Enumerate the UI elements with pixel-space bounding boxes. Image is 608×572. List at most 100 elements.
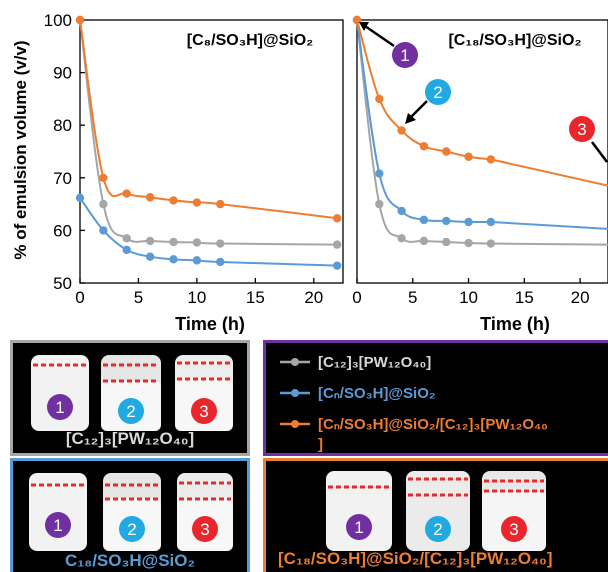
- marker-3-icon: [569, 116, 595, 142]
- y-tick-label: 100: [44, 11, 72, 30]
- series-line: [79, 19, 338, 246]
- panel-caption: [C₁₂]₃[PW₁₂O₄₀]: [65, 429, 195, 448]
- marker-1-icon: [392, 42, 418, 68]
- x-axis-label: Time (h): [480, 314, 550, 334]
- x-tick-label: 0: [75, 288, 84, 307]
- x-tick-label: 15: [515, 288, 534, 307]
- arrow-1-icon: [364, 24, 395, 48]
- x-tick-label: 5: [408, 288, 417, 307]
- data-point: [464, 238, 473, 248]
- jar-number-1-icon: [45, 512, 71, 538]
- data-point: [442, 147, 451, 156]
- legend-line-icon: [280, 389, 310, 397]
- jar-number-2-icon: [118, 398, 144, 424]
- legend-label: [Cₙ/SO₃H]@SiO₂/[C₁₂]₃[PW₁₂O₄₀: [318, 416, 548, 433]
- data-point: [375, 169, 384, 178]
- x-tick-label: 10: [459, 288, 478, 307]
- jar-number-label: 2: [433, 520, 442, 539]
- jar-number-3-icon: [501, 516, 527, 542]
- y-tick-label: 80: [53, 116, 72, 135]
- marker-2-label: 2: [433, 83, 442, 102]
- jar-number-label: 3: [199, 402, 208, 421]
- marker-3-label: 3: [577, 120, 586, 139]
- y-tick-label: 70: [53, 169, 72, 188]
- arrowhead-2-icon: [405, 113, 416, 124]
- photo-panel-c18-composite: 1 2 3 [C₁₈/SO₃H]@SiO₂/[C₁₂]₃[PW₁₂O₄₀]: [263, 458, 608, 572]
- data-point: [419, 215, 429, 225]
- legend-label-tail: ]: [318, 435, 323, 453]
- jar-number-1-icon: [346, 514, 372, 540]
- data-point: [145, 236, 155, 246]
- data-point: [332, 214, 342, 223]
- data-point: [192, 256, 202, 265]
- data-point: [216, 239, 225, 248]
- data-point: [332, 261, 342, 270]
- series-line: [356, 19, 491, 245]
- data-point: [397, 234, 406, 243]
- series-line-extension: [490, 242, 608, 246]
- data-point: [397, 206, 406, 216]
- legend-line-icon: [280, 420, 310, 428]
- jar-number-label: 1: [55, 398, 64, 417]
- jar: [31, 355, 89, 431]
- x-tick-label: 0: [352, 288, 361, 307]
- panel-caption: C₁₈/SO₃H@SiO₂: [64, 551, 196, 570]
- jar-number-2-icon: [119, 516, 145, 542]
- jar: [326, 471, 392, 551]
- chart-left: % of emulsion volume (v/v) [C₈/SO₃H]@SiO…: [11, 11, 344, 334]
- series-line: [79, 197, 338, 267]
- y-tick-label: 60: [53, 221, 72, 240]
- series-line: [79, 19, 338, 220]
- data-point: [192, 238, 202, 247]
- jar-number-label: 1: [354, 518, 363, 537]
- data-point: [122, 245, 131, 255]
- legend-wrap: ]: [318, 433, 323, 453]
- series-line-extension: [490, 220, 608, 230]
- jar-number-3-icon: [192, 516, 218, 542]
- y-tick-label: 50: [53, 274, 72, 293]
- data-point: [216, 257, 225, 267]
- arrowhead-1-icon: [359, 22, 369, 31]
- chart-right: [C₁₈/SO₃H]@SiO₂ Time (h) 0 5 10 15 20 1 2 3: [352, 15, 608, 334]
- jar-photos: 1 2 3: [31, 355, 233, 431]
- data-point: [375, 94, 384, 104]
- jar-number-label: 2: [127, 520, 136, 539]
- legend-line-icon: [280, 358, 310, 366]
- jar-number-label: 3: [509, 520, 518, 539]
- y-axis-label: % of emulsion volume (v/v): [11, 40, 30, 259]
- data-point: [145, 193, 155, 202]
- x-tick-label: 20: [571, 288, 590, 307]
- x-axis-label: Time (h): [175, 314, 245, 334]
- legend-panel: [C₁₂]₃[PW₁₂O₄₀] [Cₙ/SO₃H]@SiO₂ [Cₙ/SO₃H]…: [263, 340, 608, 456]
- arrow-2-icon: [410, 100, 428, 118]
- data-point: [99, 226, 108, 235]
- data-point: [99, 199, 108, 209]
- data-point: [192, 198, 202, 207]
- arrow-3-icon: [591, 141, 608, 163]
- legend-label: [C₁₂]₃[PW₁₂O₄₀]: [318, 353, 432, 371]
- x-tick-label: 10: [187, 288, 206, 307]
- jar-photos: 1 2 3: [29, 473, 233, 551]
- jar-number-label: 3: [200, 520, 209, 539]
- legend-item: [Cₙ/SO₃H]@SiO₂: [280, 382, 436, 404]
- plot-frame: [356, 19, 608, 284]
- data-point: [122, 189, 131, 198]
- data-point: [397, 126, 406, 135]
- plot-frame: [79, 19, 344, 284]
- data-point: [486, 239, 496, 248]
- y-tick-label: 90: [53, 64, 72, 83]
- photo-panel-c18-so3h-sio2: 1 2 3 C₁₈/SO₃H@SiO₂: [10, 458, 250, 572]
- data-point: [169, 196, 178, 205]
- legend-label: [Cₙ/SO₃H]@SiO₂: [318, 385, 436, 402]
- data-point: [99, 173, 108, 182]
- data-point: [442, 237, 451, 247]
- data-point: [216, 199, 225, 209]
- chart-title: [C₈/SO₃H]@SiO₂: [187, 32, 314, 49]
- data-point: [486, 155, 496, 164]
- x-tick-label: 20: [304, 288, 323, 307]
- panel-caption: [C₁₈/SO₃H]@SiO₂/[C₁₂]₃[PW₁₂O₄₀]: [278, 549, 553, 568]
- jar-number-1-icon: [47, 394, 73, 420]
- data-point: [75, 193, 85, 202]
- data-point: [75, 15, 85, 25]
- x-tick-label: 15: [246, 288, 265, 307]
